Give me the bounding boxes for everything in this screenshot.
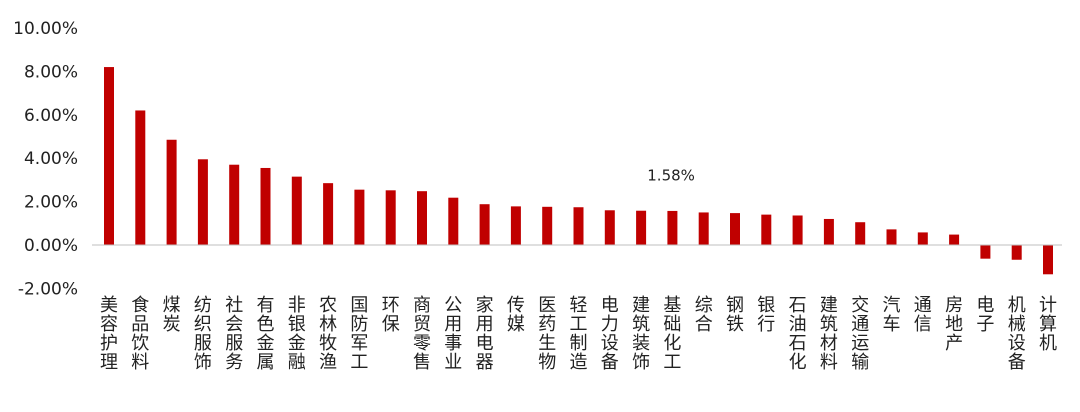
bars [104, 67, 1053, 275]
y-tick-label: 2.00% [24, 193, 78, 213]
bar [291, 176, 302, 245]
category-label: 建筑材料 [820, 295, 838, 373]
category-label: 综合 [695, 295, 713, 335]
category-label: 建筑装饰 [632, 295, 650, 373]
bar [385, 190, 396, 245]
bar [980, 245, 991, 259]
category-label: 电力设备 [601, 295, 619, 373]
category-label: 汽车 [883, 295, 901, 335]
bar [479, 204, 490, 245]
category-label: 轻工制造 [570, 295, 588, 373]
category-label: 机械设备 [1008, 295, 1026, 373]
category-label: 煤炭 [163, 295, 181, 335]
category-label: 食品饮料 [131, 295, 149, 373]
bar [1011, 245, 1022, 260]
category-label: 计算机 [1039, 295, 1057, 354]
category-label: 石油石化 [789, 295, 807, 373]
category-label: 农林牧渔 [319, 295, 337, 373]
category-label: 医药生物 [538, 295, 556, 373]
bar [730, 213, 740, 245]
bar [886, 229, 897, 245]
category-label: 房地产 [945, 295, 963, 354]
category-label: 非银金融 [288, 295, 306, 373]
bar [573, 207, 584, 245]
category-label: 公用事业 [444, 295, 462, 373]
bar [197, 159, 208, 245]
y-tick-label: 8.00% [24, 62, 78, 82]
bar [354, 189, 365, 245]
bar [260, 167, 271, 245]
category-label: 纺织服饰 [194, 295, 212, 373]
bar [417, 191, 427, 245]
y-tick-label: 10.00% [13, 19, 78, 39]
y-tick-label: 0.00% [24, 236, 78, 256]
bar [761, 214, 772, 245]
bar [323, 183, 334, 245]
bar [104, 67, 114, 245]
category-label: 交通运输 [851, 295, 869, 373]
bar-annotation: 1.58% [647, 167, 695, 185]
category-label: 家用电器 [476, 295, 494, 373]
category-label: 国防军工 [350, 295, 368, 373]
bar [855, 222, 866, 245]
category-label: 通信 [914, 295, 932, 335]
bar [667, 210, 678, 245]
category-label: 银行 [757, 295, 775, 335]
category-label: 环保 [382, 295, 400, 335]
category-label: 美容护理 [100, 295, 118, 373]
bar [792, 215, 803, 245]
category-label: 有色金属 [257, 295, 275, 373]
y-axis: -2.00% 0.00% 2.00% 4.00% 6.00% 8.00% 10.00% [13, 19, 78, 299]
bar [448, 197, 459, 245]
y-tick-label: -2.00% [18, 279, 78, 299]
bar [636, 210, 647, 245]
bar [166, 139, 177, 245]
bar [1043, 245, 1053, 275]
bar [542, 206, 553, 245]
y-tick-label: 4.00% [24, 149, 78, 169]
bar [229, 164, 240, 245]
x-axis-labels: 美容护理食品饮料煤炭纺织服饰社会服务有色金属非银金融农林牧渔国防军工环保商贸零售… [100, 295, 1057, 373]
category-label: 基础化工 [663, 295, 681, 373]
y-tick-label: 6.00% [24, 106, 78, 126]
bar [135, 110, 146, 246]
category-label: 电子 [976, 295, 994, 335]
bar [604, 210, 615, 245]
category-label: 社会服务 [225, 295, 243, 373]
bar [698, 212, 709, 245]
bar [917, 232, 928, 245]
bar [510, 206, 521, 245]
category-label: 钢铁 [726, 295, 744, 335]
bar [949, 234, 960, 245]
category-label: 传媒 [507, 295, 525, 335]
category-label: 商贸零售 [413, 295, 431, 373]
bar [823, 218, 834, 245]
